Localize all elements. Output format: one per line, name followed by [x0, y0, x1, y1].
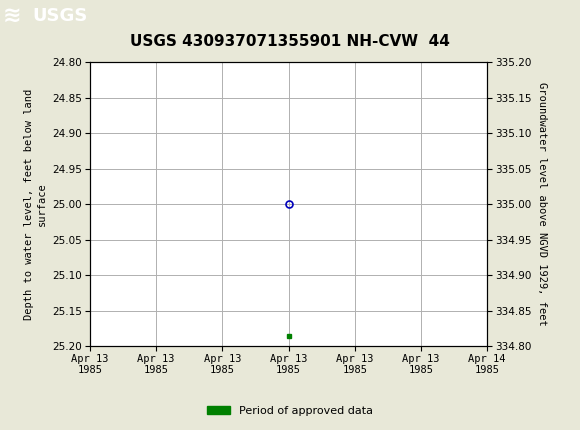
- Text: USGS 430937071355901 NH-CVW  44: USGS 430937071355901 NH-CVW 44: [130, 34, 450, 49]
- Y-axis label: Groundwater level above NGVD 1929, feet: Groundwater level above NGVD 1929, feet: [537, 83, 547, 326]
- Legend: Period of approved data: Period of approved data: [203, 401, 377, 420]
- Y-axis label: Depth to water level, feet below land
surface: Depth to water level, feet below land su…: [24, 89, 47, 320]
- Text: ≋: ≋: [3, 6, 21, 26]
- Text: USGS: USGS: [32, 7, 87, 25]
